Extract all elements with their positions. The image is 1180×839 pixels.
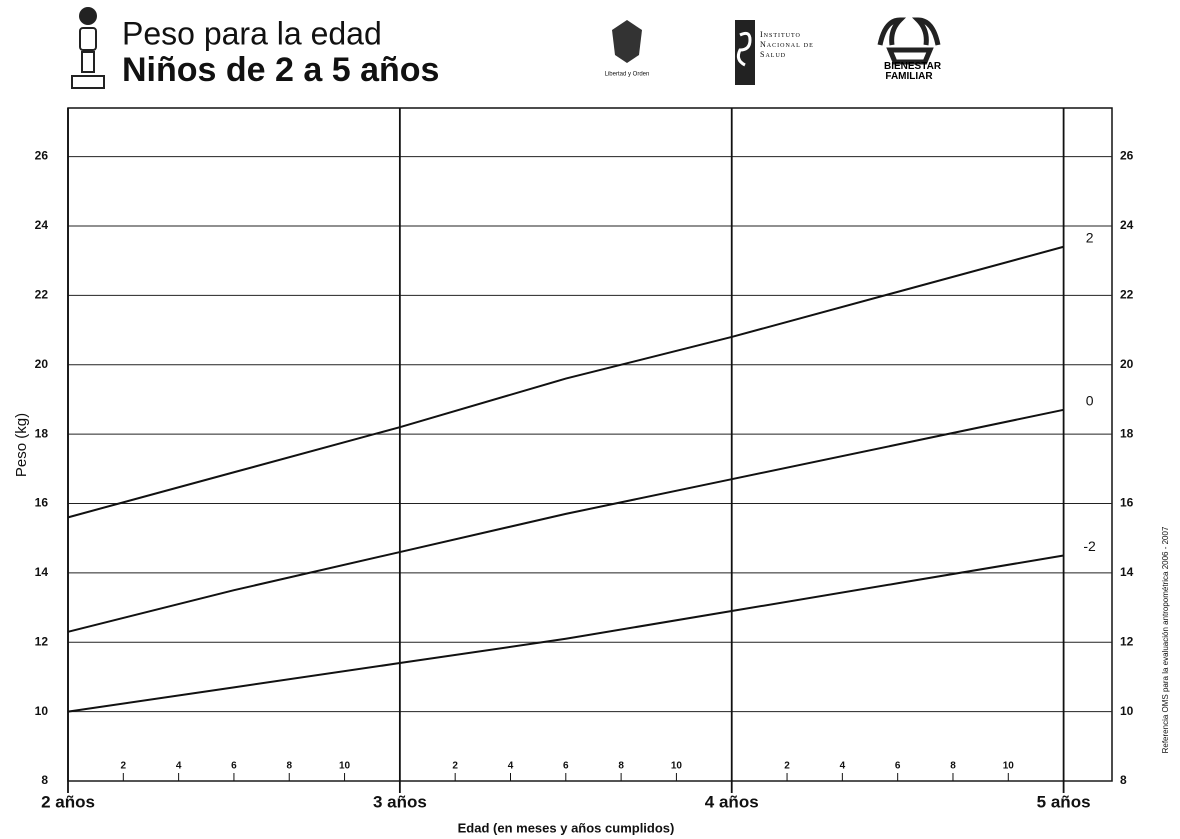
chart-subtitle: Niños de 2 a 5 años	[122, 51, 439, 89]
x-minor-label: 2	[121, 761, 127, 772]
x-minor-label: 10	[339, 761, 351, 772]
x-minor-label: 4	[840, 761, 846, 772]
logo-ins: Instituto Nacional de Salud	[735, 20, 814, 85]
y-tick-label: 24	[35, 218, 49, 232]
plot-frame	[67, 107, 1113, 782]
x-minor-label: 4	[508, 761, 514, 772]
x-minor-label: 6	[895, 761, 901, 772]
series-label: 2	[1086, 229, 1094, 245]
x-minor-label: 4	[176, 761, 182, 772]
y-tick-label: 22	[35, 288, 49, 302]
x-minor-label: 8	[950, 761, 956, 772]
y2-tick-label: 20	[1120, 357, 1134, 371]
x-minor-label: 8	[286, 761, 292, 772]
side-note: Referencia OMS para la evaluación antrop…	[1161, 526, 1170, 753]
series-label: 0	[1086, 393, 1094, 409]
y2-tick-label: 12	[1120, 634, 1134, 648]
y-tick-label: 14	[35, 565, 49, 579]
y2-tick-label: 26	[1120, 149, 1134, 163]
x-axis-label: Edad (en meses y años cumplidos)	[458, 820, 675, 835]
series-label: -2	[1083, 538, 1096, 554]
x-major-label: 5 años	[1037, 792, 1091, 811]
y2-tick-label: 18	[1120, 426, 1134, 440]
child-icon	[71, 7, 105, 89]
y-tick-label: 12	[35, 634, 49, 648]
y2-tick-label: 16	[1120, 496, 1134, 510]
y2-tick-label: 22	[1120, 288, 1134, 302]
x-minor-label: 6	[563, 761, 569, 772]
y2-tick-label: 14	[1120, 565, 1134, 579]
y-tick-label: 16	[35, 496, 49, 510]
y2-tick-label: 10	[1120, 704, 1134, 718]
chart-title: Peso para la edad	[122, 15, 382, 51]
y-tick-label: 10	[35, 704, 49, 718]
series-line	[67, 554, 1064, 713]
y-tick-label: 20	[35, 357, 49, 371]
logo-icbf: Bienestar Familiar	[877, 17, 942, 82]
series-line	[67, 245, 1064, 519]
x-minor-label: 2	[452, 761, 458, 772]
y2-tick-label: 24	[1120, 218, 1134, 232]
x-major-label: 4 años	[705, 792, 759, 811]
y2-tick-label: 8	[1120, 773, 1127, 787]
x-minor-label: 10	[1003, 761, 1015, 772]
logo-ministry: Libertad y Orden	[605, 20, 650, 78]
x-major-label: 3 años	[373, 792, 427, 811]
x-minor-label: 6	[231, 761, 237, 772]
y-axis-label: Peso (kg)	[13, 413, 30, 477]
series-line	[67, 408, 1064, 633]
y-tick-label: 8	[41, 773, 48, 787]
logo-text: Bienestar Familiar	[884, 62, 942, 82]
x-minor-label: 10	[671, 761, 683, 772]
logo-text: Instituto Nacional de Salud	[760, 30, 814, 59]
y-tick-label: 26	[35, 149, 49, 163]
y-tick-label: 18	[35, 426, 49, 440]
x-minor-label: 2	[784, 761, 790, 772]
x-major-label: 2 años	[41, 792, 95, 811]
x-minor-label: 8	[618, 761, 624, 772]
logo-text: Libertad y Orden	[605, 72, 650, 78]
